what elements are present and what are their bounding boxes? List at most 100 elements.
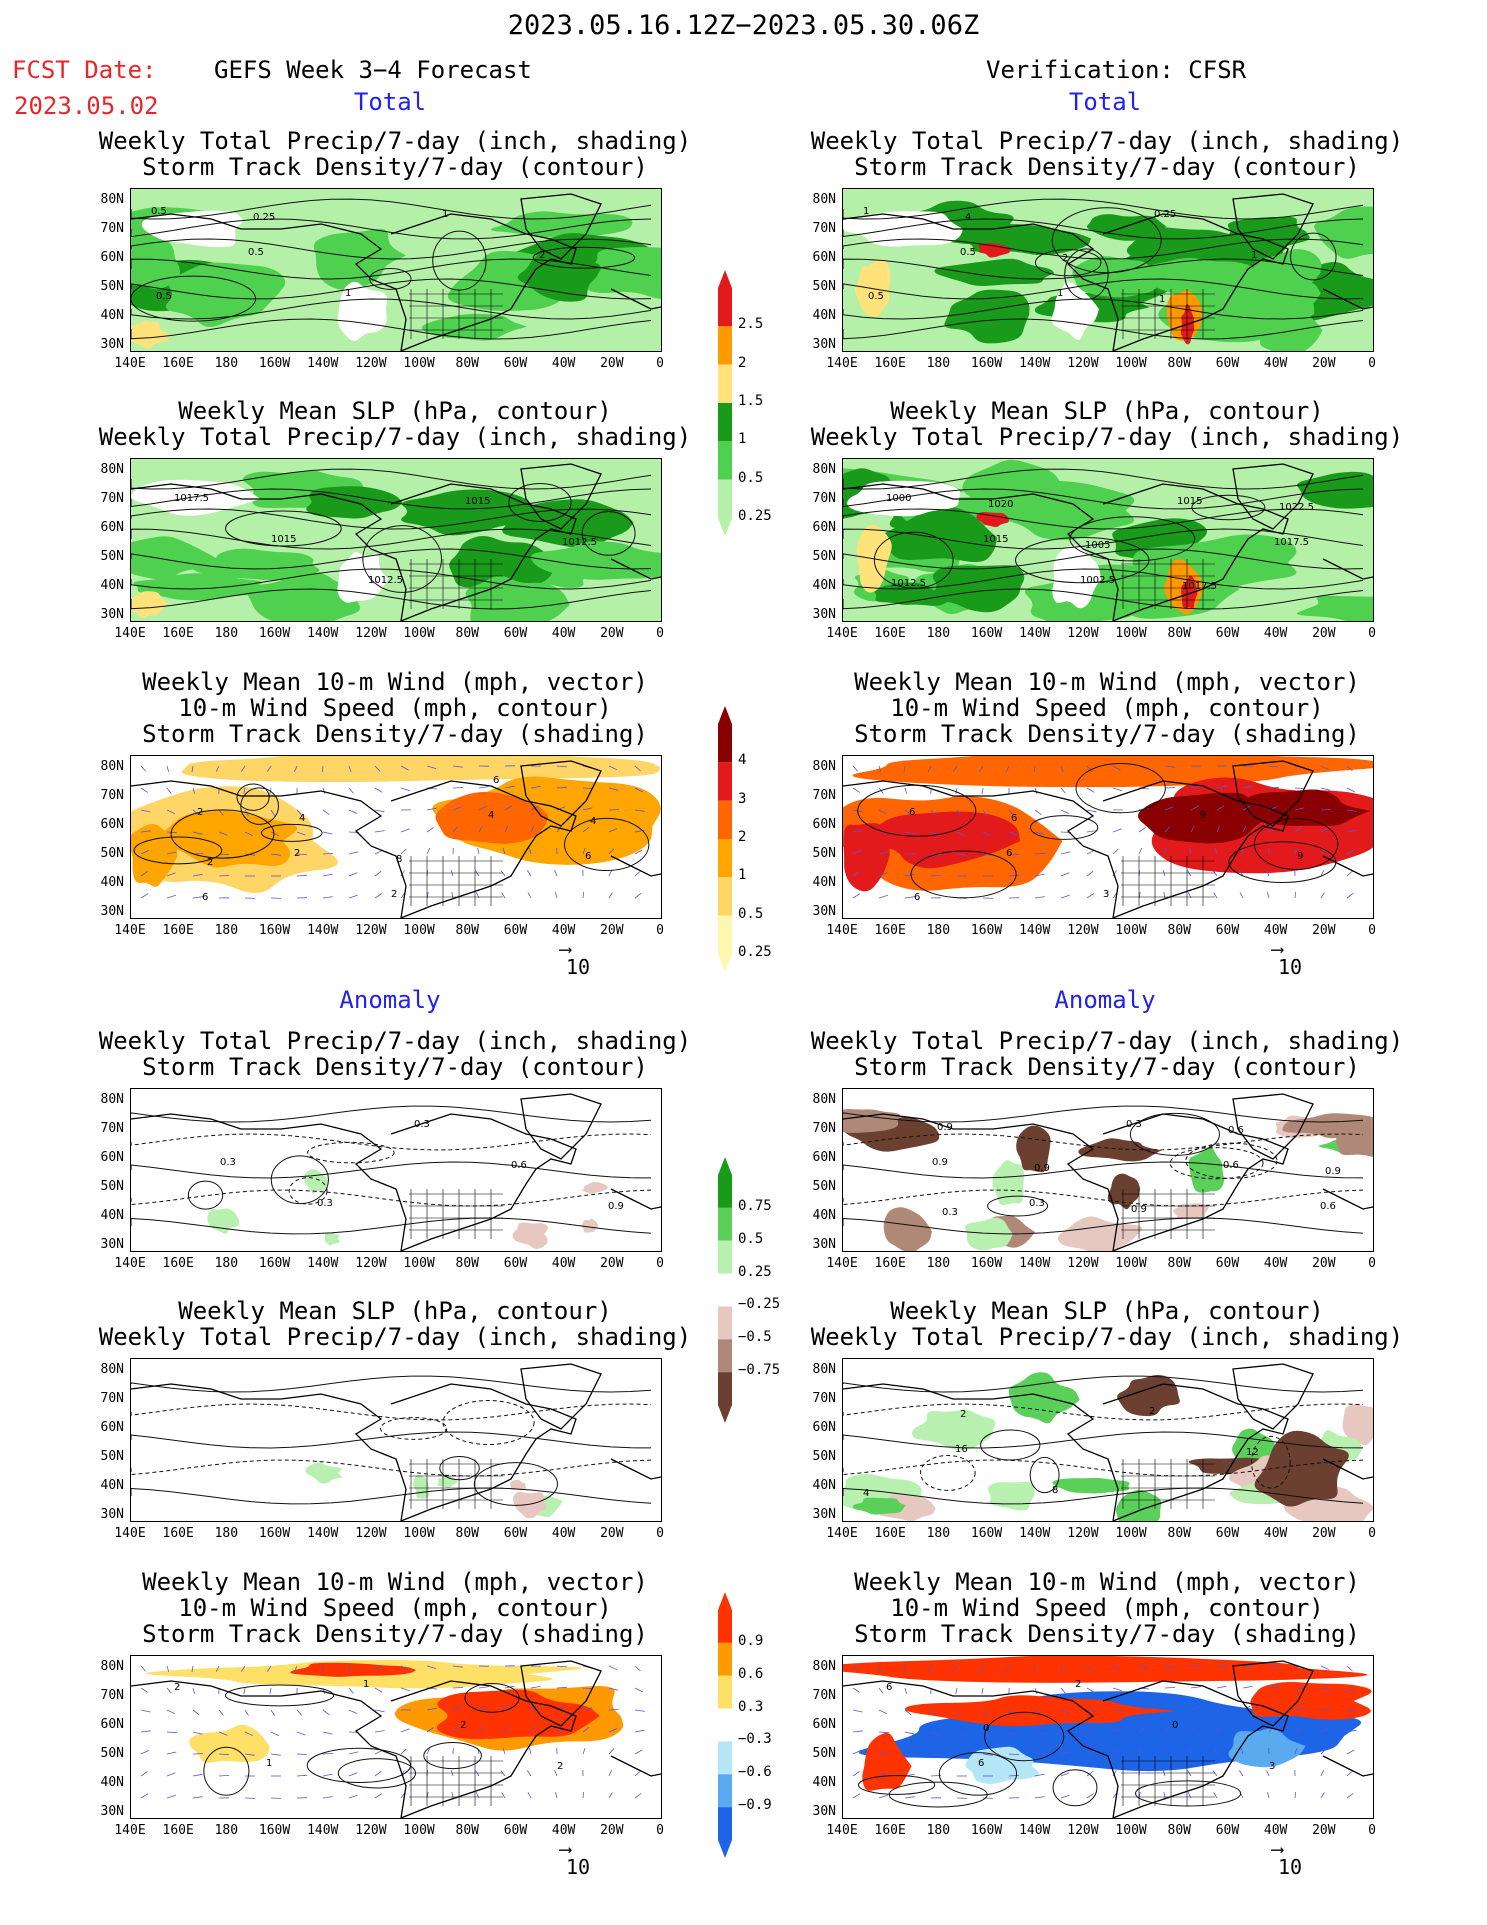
contour-line	[843, 468, 1364, 490]
coastline	[843, 1113, 993, 1130]
coastline	[1232, 1093, 1314, 1160]
contour-line	[131, 548, 652, 570]
colorbar-top-cap	[718, 1157, 732, 1175]
wind-vector	[166, 851, 177, 855]
wind-vector	[1112, 828, 1122, 833]
wind-vector	[927, 765, 932, 772]
contour-line	[131, 275, 257, 322]
wind-vector	[266, 765, 272, 772]
contour-line	[873, 531, 954, 589]
panel-title-line: Storm Track Density/7-day (shading)	[854, 720, 1360, 748]
panel-title: Weekly Mean SLP (hPa, contour) Weekly Tot…	[802, 398, 1412, 450]
wind-vector	[956, 1709, 961, 1716]
wind-vector	[501, 1792, 506, 1799]
colorbar-bottom-cap	[718, 518, 732, 536]
wind-vector	[1008, 1753, 1019, 1755]
contour-line	[938, 1752, 1018, 1796]
wind-vector	[878, 1794, 889, 1799]
contour-label: 6	[1011, 813, 1017, 824]
wind-vector	[608, 1665, 618, 1671]
map-panel: 16 8 2 12 4 2	[842, 1358, 1374, 1522]
coastline	[520, 1660, 602, 1727]
lon-tick-label: 40W	[551, 626, 576, 641]
map-panel: 1000 1015 1002.5 1015 1017.5 1012.5 1020 1005 10…	[842, 458, 1374, 622]
map-panel: 0.3 0.3 0.3 0.6 0.9	[130, 1088, 662, 1252]
lon-tick-label: 160E	[874, 923, 906, 938]
contour-line	[843, 198, 1364, 220]
wind-vector	[296, 831, 306, 836]
wind-vector	[956, 831, 966, 837]
map-canvas: 16 8 2 12 4 2	[843, 1359, 1373, 1521]
wind-vector	[166, 831, 177, 834]
lat-tick-label: 70N	[100, 491, 124, 506]
wind-vector	[192, 1773, 203, 1777]
wind-vector	[529, 1747, 532, 1755]
wind-vector	[296, 1709, 302, 1716]
lon-tick-label: 0	[1368, 923, 1376, 938]
wind-vector	[1294, 1687, 1305, 1689]
contour-line	[423, 1742, 482, 1770]
colorbar-swatch	[718, 1175, 732, 1208]
contour-line	[843, 508, 1364, 530]
lon-tick-label: 160E	[162, 356, 194, 371]
contour-label: 0.6	[1320, 1201, 1336, 1212]
lat-tick-label: 30N	[812, 337, 836, 352]
wind-vector	[192, 1731, 203, 1735]
wind-vector	[218, 1709, 224, 1716]
colorbar-swatch	[718, 800, 732, 839]
lon-tick-label: 160E	[162, 1526, 194, 1541]
lat-tick-label: 30N	[812, 904, 836, 919]
colorbar-label: 0.5	[738, 1230, 764, 1247]
lat-tick-label: 40N	[100, 1208, 124, 1223]
colorbar-label: 2	[738, 354, 747, 371]
colorbar-label: −0.25	[738, 1296, 781, 1313]
colorbar-swatch	[718, 1273, 732, 1307]
wind-vector	[1034, 1731, 1045, 1735]
wind-vector	[852, 1793, 861, 1799]
contour-label: 0.9	[608, 1201, 624, 1212]
lat-tick-label: 60N	[100, 1717, 124, 1732]
coastline	[1232, 463, 1314, 530]
coastline	[1232, 193, 1314, 260]
contour-label: 0.3	[414, 1119, 430, 1130]
wind-vector	[1086, 893, 1095, 899]
wind-vector	[852, 765, 858, 772]
wind-vector	[1346, 1687, 1355, 1693]
wind-vector	[582, 1726, 590, 1733]
storm-shading	[181, 756, 661, 783]
wind-vector	[374, 1770, 382, 1777]
colorbar-swatch	[718, 403, 732, 442]
colorbar-label: 0.25	[738, 508, 772, 524]
lon-tick-label: 100W	[1115, 626, 1147, 641]
precip-shading	[465, 575, 570, 621]
wind-vector	[215, 765, 220, 772]
contour-line	[984, 1711, 1065, 1762]
contour-label: 0.5	[151, 206, 167, 217]
lon-tick-label: 20W	[600, 1526, 624, 1541]
wind-vector	[374, 1687, 383, 1693]
wind-vector	[348, 872, 358, 877]
wind-vector	[166, 872, 176, 877]
coastline	[1322, 855, 1373, 877]
wind-vector	[556, 1686, 567, 1689]
wind-vector	[321, 765, 324, 773]
wind-vector	[293, 765, 298, 772]
wind-vector	[478, 1705, 487, 1711]
lon-tick-label: 160W	[970, 356, 1003, 371]
contour-line	[240, 787, 279, 825]
wind-vector	[1216, 826, 1220, 833]
contour-line	[1052, 1769, 1098, 1807]
anomaly-shading	[1254, 1430, 1349, 1507]
coastline	[131, 213, 281, 230]
precip-shading	[131, 321, 170, 349]
contour-line	[843, 1487, 1364, 1505]
lon-tick-label: 60W	[1215, 626, 1240, 641]
wind-vector	[930, 1709, 936, 1716]
coastline	[1322, 1458, 1373, 1480]
wind-vector	[1008, 1731, 1018, 1736]
lat-tick-label: 70N	[812, 491, 836, 506]
wind-vector	[582, 787, 593, 789]
wind-vector	[556, 826, 562, 833]
lat-tick-label: 70N	[100, 1391, 124, 1406]
wind-vector	[1294, 1747, 1298, 1755]
